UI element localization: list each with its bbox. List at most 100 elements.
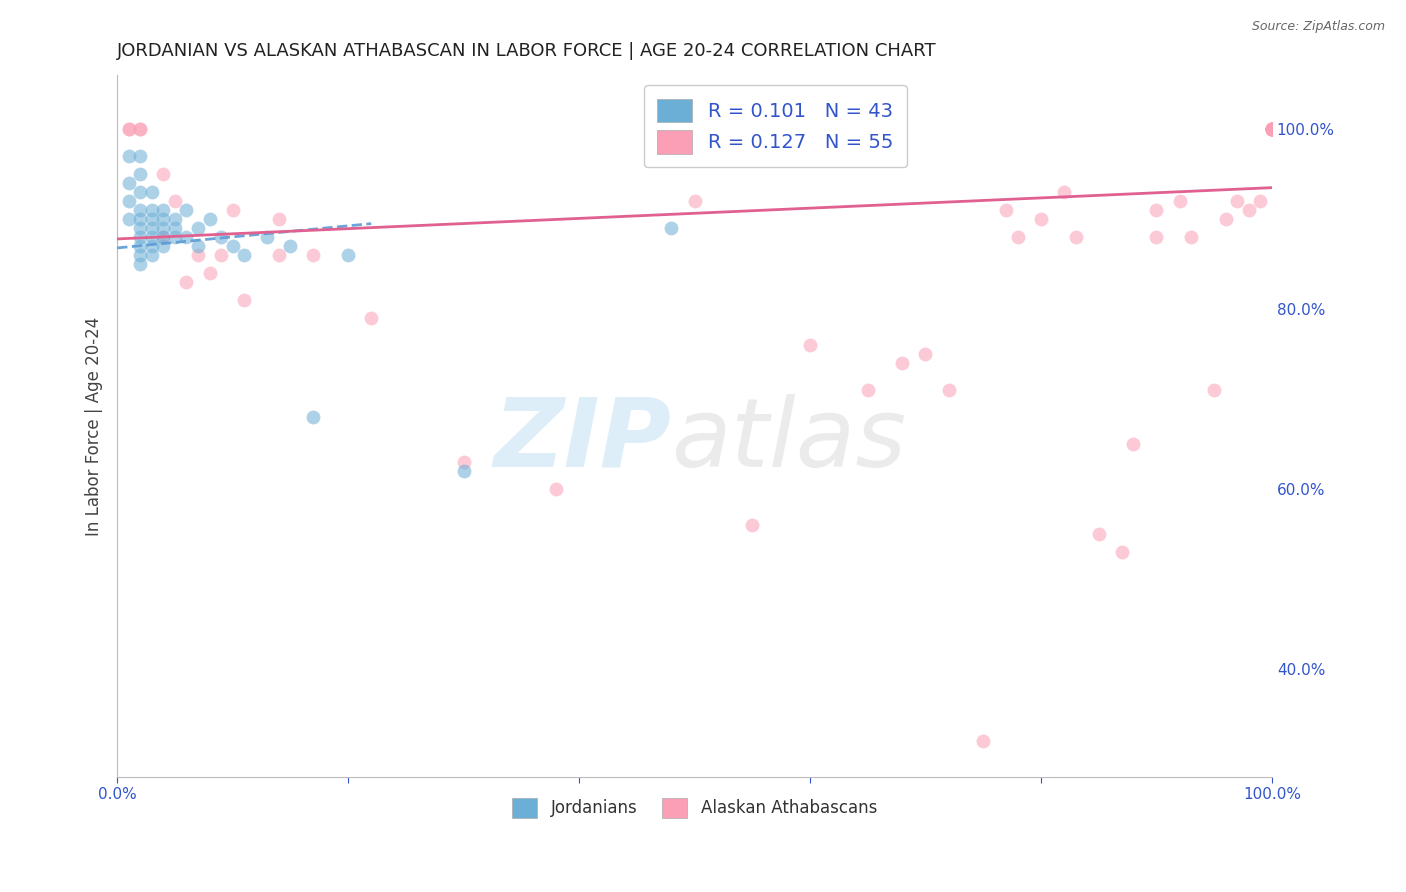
Point	[118, 122, 141, 136]
Point	[1261, 122, 1284, 136]
Point	[141, 185, 163, 199]
Point	[891, 356, 914, 370]
Point	[661, 221, 683, 235]
Point	[198, 266, 221, 280]
Point	[1204, 383, 1226, 397]
Point	[198, 212, 221, 227]
Point	[187, 221, 209, 235]
Point	[1053, 185, 1076, 199]
Point	[176, 203, 198, 218]
Point	[176, 230, 198, 244]
Point	[118, 176, 141, 190]
Point	[152, 221, 174, 235]
Point	[267, 248, 290, 262]
Point	[302, 248, 325, 262]
Point	[163, 212, 186, 227]
Point	[118, 122, 141, 136]
Point	[683, 194, 706, 208]
Point	[1226, 194, 1249, 208]
Point	[129, 122, 152, 136]
Point	[152, 203, 174, 218]
Point	[129, 212, 152, 227]
Point	[1064, 230, 1087, 244]
Point	[187, 248, 209, 262]
Point	[118, 194, 141, 208]
Point	[163, 194, 186, 208]
Point	[544, 482, 567, 496]
Point	[856, 383, 879, 397]
Point	[1180, 230, 1202, 244]
Point	[1122, 437, 1144, 451]
Point	[1261, 122, 1284, 136]
Point	[914, 347, 936, 361]
Point	[1144, 230, 1167, 244]
Point	[1261, 122, 1284, 136]
Text: atlas: atlas	[672, 393, 907, 486]
Point	[280, 239, 302, 253]
Point	[152, 212, 174, 227]
Point	[1144, 203, 1167, 218]
Text: Source: ZipAtlas.com: Source: ZipAtlas.com	[1251, 20, 1385, 33]
Point	[1237, 203, 1260, 218]
Point	[152, 230, 174, 244]
Point	[129, 149, 152, 163]
Point	[1261, 122, 1284, 136]
Point	[129, 221, 152, 235]
Point	[1249, 194, 1271, 208]
Point	[129, 230, 152, 244]
Point	[1168, 194, 1191, 208]
Point	[1215, 212, 1237, 227]
Point	[1261, 122, 1284, 136]
Point	[267, 212, 290, 227]
Point	[152, 239, 174, 253]
Point	[1261, 122, 1284, 136]
Point	[453, 464, 475, 478]
Text: JORDANIAN VS ALASKAN ATHABASCAN IN LABOR FORCE | AGE 20-24 CORRELATION CHART: JORDANIAN VS ALASKAN ATHABASCAN IN LABOR…	[117, 42, 936, 60]
Point	[1111, 545, 1133, 559]
Point	[163, 221, 186, 235]
Point	[209, 248, 232, 262]
Point	[741, 518, 763, 533]
Point	[995, 203, 1018, 218]
Point	[337, 248, 360, 262]
Point	[141, 230, 163, 244]
Point	[1029, 212, 1052, 227]
Point	[118, 212, 141, 227]
Point	[799, 338, 821, 352]
Point	[221, 239, 243, 253]
Point	[141, 212, 163, 227]
Legend: Jordanians, Alaskan Athabascans: Jordanians, Alaskan Athabascans	[506, 791, 883, 825]
Point	[152, 230, 174, 244]
Point	[1261, 122, 1284, 136]
Text: ZIP: ZIP	[494, 393, 672, 486]
Point	[141, 203, 163, 218]
Point	[302, 410, 325, 425]
Point	[129, 248, 152, 262]
Point	[129, 167, 152, 181]
Point	[233, 293, 256, 307]
Point	[187, 239, 209, 253]
Point	[129, 185, 152, 199]
Point	[972, 734, 994, 748]
Point	[221, 203, 243, 218]
Point	[1087, 527, 1109, 541]
Point	[129, 257, 152, 271]
Point	[1261, 122, 1284, 136]
Point	[360, 311, 382, 326]
Point	[1261, 122, 1284, 136]
Point	[152, 167, 174, 181]
Point	[233, 248, 256, 262]
Point	[129, 239, 152, 253]
Point	[938, 383, 960, 397]
Point	[1007, 230, 1029, 244]
Point	[1261, 122, 1284, 136]
Point	[129, 122, 152, 136]
Point	[141, 239, 163, 253]
Point	[118, 149, 141, 163]
Point	[176, 275, 198, 289]
Point	[129, 203, 152, 218]
Point	[163, 230, 186, 244]
Point	[256, 230, 278, 244]
Point	[141, 221, 163, 235]
Point	[1261, 122, 1284, 136]
